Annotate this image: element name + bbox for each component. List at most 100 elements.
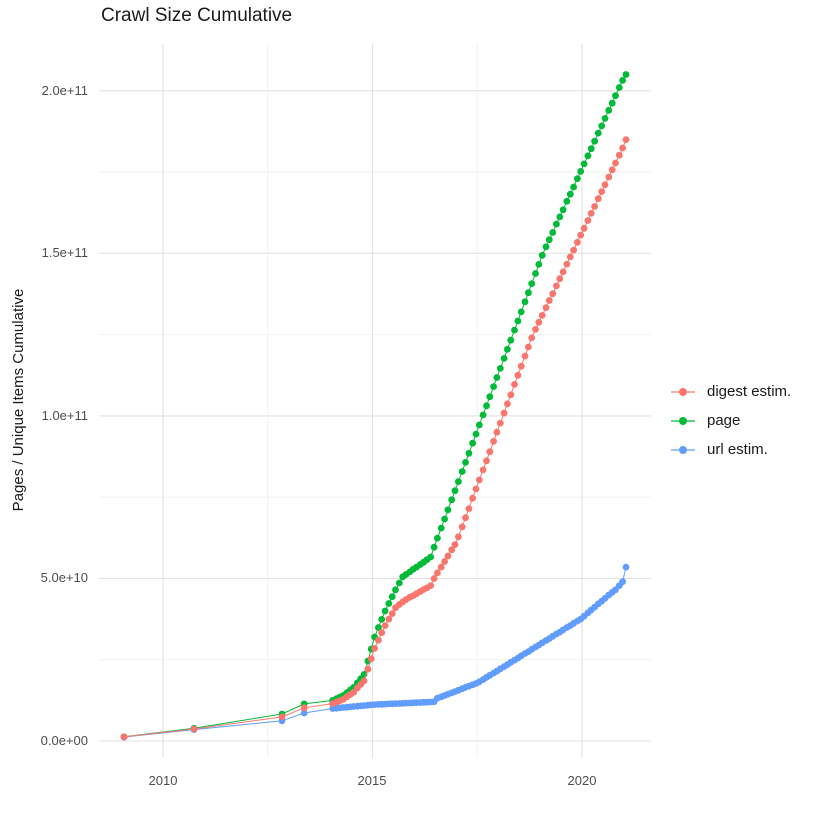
data-point xyxy=(381,622,389,629)
legend-item-url: url estim. xyxy=(670,435,791,464)
data-point xyxy=(591,203,598,210)
data-point xyxy=(462,459,469,466)
data-point xyxy=(591,137,598,145)
data-point xyxy=(496,365,504,372)
data-point xyxy=(469,494,476,502)
data-point xyxy=(507,391,515,399)
data-point xyxy=(594,195,602,203)
data-point xyxy=(619,578,626,586)
data-point xyxy=(278,713,286,721)
data-point xyxy=(587,145,595,153)
y-axis-title: Pages / Unique Items Cumulative xyxy=(10,288,27,512)
legend-item-page: page xyxy=(670,406,791,435)
data-point xyxy=(559,268,567,276)
data-point xyxy=(465,449,473,457)
data-point xyxy=(574,175,581,183)
data-point xyxy=(444,506,452,514)
data-point xyxy=(580,160,588,168)
data-point xyxy=(535,261,543,268)
data-point xyxy=(504,345,511,353)
data-point xyxy=(507,336,515,344)
data-point xyxy=(385,600,393,607)
data-point xyxy=(594,129,602,137)
data-point xyxy=(553,220,560,228)
data-point xyxy=(458,523,466,531)
data-point xyxy=(472,485,480,493)
data-point xyxy=(371,644,378,652)
data-point xyxy=(608,166,616,174)
data-point xyxy=(475,476,483,484)
data-point xyxy=(570,183,577,191)
data-point xyxy=(378,629,386,637)
data-point xyxy=(521,298,529,306)
data-point xyxy=(528,280,536,287)
data-point xyxy=(500,409,508,417)
data-point xyxy=(525,289,532,297)
data-point xyxy=(605,106,613,114)
y-tick-label-15e11: 1.5e+11 xyxy=(41,245,88,260)
data-point xyxy=(486,448,494,456)
data-point xyxy=(364,665,372,673)
data-point xyxy=(434,569,441,577)
data-point xyxy=(538,312,546,319)
data-point xyxy=(300,704,308,712)
y-tick-label-0: 0.0e+00 xyxy=(40,733,88,748)
data-point xyxy=(612,159,619,167)
data-point xyxy=(584,152,592,160)
data-point xyxy=(483,402,490,410)
data-point xyxy=(619,77,626,84)
data-point xyxy=(584,217,592,224)
data-point xyxy=(490,383,497,390)
data-point xyxy=(525,343,532,351)
data-point xyxy=(577,168,585,175)
data-point xyxy=(622,563,630,571)
legend-item-digest: digest estim. xyxy=(670,377,791,406)
data-point xyxy=(430,575,438,582)
data-point xyxy=(517,308,525,316)
data-point xyxy=(538,251,546,259)
data-point xyxy=(472,430,480,438)
data-point xyxy=(580,224,588,232)
data-point xyxy=(577,231,585,239)
data-point xyxy=(570,246,577,254)
data-point xyxy=(601,115,609,122)
data-point xyxy=(511,381,518,388)
data-point xyxy=(563,260,571,268)
data-point xyxy=(479,466,487,474)
data-point xyxy=(615,84,623,91)
data-point xyxy=(455,533,462,541)
data-point xyxy=(615,151,623,159)
data-point xyxy=(465,505,473,512)
series-line xyxy=(123,566,627,738)
data-point xyxy=(545,297,553,304)
data-point xyxy=(427,582,435,589)
x-tick-label-2010: 2010 xyxy=(148,773,178,788)
data-point xyxy=(483,457,490,465)
data-point xyxy=(559,206,567,214)
x-tick-label-2020: 2020 xyxy=(567,773,597,788)
data-point xyxy=(542,304,550,311)
data-point xyxy=(381,607,389,615)
data-point xyxy=(441,515,448,523)
legend-key-page-icon xyxy=(671,416,695,425)
data-point xyxy=(385,615,393,623)
series-url-estim- xyxy=(120,563,630,741)
data-point xyxy=(514,317,522,325)
data-point xyxy=(469,439,476,447)
data-point xyxy=(430,543,438,551)
legend-label-digest: digest estim. xyxy=(707,383,792,400)
data-point xyxy=(427,553,435,561)
data-point xyxy=(608,99,616,107)
data-point xyxy=(493,374,501,381)
data-point xyxy=(448,546,456,554)
data-point xyxy=(549,229,557,236)
data-point xyxy=(535,318,543,326)
data-point xyxy=(486,393,494,401)
data-point xyxy=(493,428,501,436)
data-point xyxy=(556,275,564,283)
data-point xyxy=(375,624,382,631)
data-point xyxy=(622,71,630,78)
data-point xyxy=(395,579,403,587)
data-point xyxy=(514,371,522,379)
